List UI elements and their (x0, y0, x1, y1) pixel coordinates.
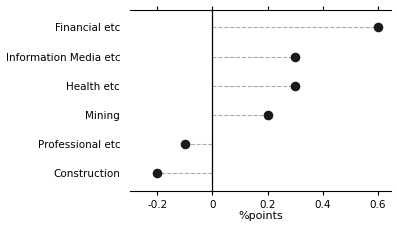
Point (264, 113, 271, 117)
Point (182, 142, 188, 146)
X-axis label: %points: %points (238, 211, 283, 222)
Point (292, 84, 298, 88)
Point (292, 55, 298, 58)
Point (154, 172, 161, 175)
Point (374, 25, 381, 29)
